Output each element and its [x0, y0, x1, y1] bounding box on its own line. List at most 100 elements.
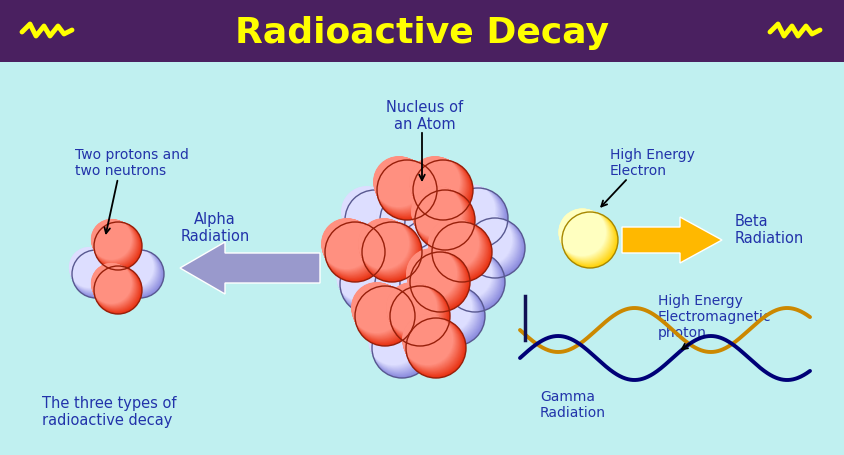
Ellipse shape [372, 252, 427, 307]
Ellipse shape [374, 253, 431, 311]
Ellipse shape [368, 314, 419, 366]
Ellipse shape [353, 284, 409, 341]
Ellipse shape [403, 316, 460, 372]
Ellipse shape [375, 254, 434, 313]
Ellipse shape [442, 250, 496, 304]
Ellipse shape [461, 215, 513, 267]
Ellipse shape [341, 187, 393, 239]
Ellipse shape [336, 251, 388, 303]
Ellipse shape [464, 217, 522, 276]
Ellipse shape [444, 185, 497, 238]
Ellipse shape [425, 286, 484, 345]
Ellipse shape [72, 249, 118, 297]
Ellipse shape [70, 248, 114, 292]
Ellipse shape [354, 285, 412, 344]
Ellipse shape [412, 159, 470, 218]
Ellipse shape [389, 285, 446, 344]
Ellipse shape [413, 188, 468, 243]
Ellipse shape [442, 250, 498, 306]
Ellipse shape [93, 221, 138, 265]
Ellipse shape [424, 285, 481, 343]
Ellipse shape [354, 286, 414, 345]
Ellipse shape [413, 188, 469, 245]
Ellipse shape [446, 187, 502, 243]
Ellipse shape [403, 315, 455, 367]
Ellipse shape [344, 190, 404, 249]
Ellipse shape [354, 285, 411, 342]
Text: Two protons and
two neutrons: Two protons and two neutrons [75, 148, 189, 178]
Ellipse shape [559, 210, 609, 260]
Ellipse shape [72, 250, 120, 298]
Ellipse shape [322, 220, 378, 276]
Ellipse shape [404, 317, 461, 374]
Ellipse shape [403, 316, 457, 370]
Ellipse shape [421, 282, 472, 334]
Ellipse shape [398, 220, 457, 279]
Ellipse shape [407, 249, 461, 303]
Ellipse shape [394, 217, 446, 268]
Ellipse shape [361, 222, 421, 281]
Ellipse shape [389, 286, 448, 345]
Ellipse shape [337, 251, 390, 304]
Ellipse shape [325, 222, 385, 282]
Ellipse shape [92, 220, 134, 263]
Ellipse shape [360, 220, 416, 277]
Ellipse shape [431, 222, 491, 282]
Ellipse shape [446, 186, 500, 241]
Ellipse shape [560, 211, 613, 263]
Ellipse shape [561, 212, 616, 267]
Ellipse shape [372, 252, 427, 306]
Ellipse shape [116, 250, 163, 297]
Ellipse shape [428, 218, 479, 269]
Ellipse shape [414, 190, 473, 249]
Ellipse shape [374, 158, 429, 212]
Ellipse shape [114, 248, 158, 292]
Ellipse shape [323, 220, 379, 276]
Ellipse shape [411, 159, 468, 216]
Ellipse shape [115, 249, 160, 295]
Ellipse shape [360, 221, 418, 278]
Ellipse shape [342, 187, 396, 241]
Ellipse shape [559, 209, 609, 259]
Ellipse shape [323, 221, 381, 279]
Ellipse shape [405, 318, 465, 377]
Ellipse shape [71, 249, 116, 295]
Ellipse shape [405, 318, 464, 377]
Ellipse shape [387, 283, 441, 338]
Ellipse shape [424, 285, 480, 342]
Ellipse shape [395, 217, 448, 271]
Ellipse shape [444, 185, 496, 237]
Ellipse shape [322, 220, 377, 275]
Ellipse shape [91, 219, 133, 261]
Ellipse shape [396, 219, 453, 275]
Ellipse shape [114, 248, 158, 292]
Ellipse shape [425, 286, 484, 346]
Ellipse shape [441, 248, 493, 300]
Ellipse shape [91, 220, 134, 262]
Ellipse shape [375, 158, 431, 215]
Ellipse shape [407, 249, 459, 302]
Bar [0, 0, 844, 62]
Ellipse shape [352, 283, 405, 336]
Ellipse shape [414, 189, 471, 246]
Ellipse shape [370, 316, 425, 372]
Ellipse shape [321, 218, 372, 270]
Ellipse shape [411, 187, 464, 240]
Ellipse shape [464, 218, 524, 278]
Ellipse shape [373, 253, 430, 310]
Ellipse shape [377, 188, 432, 243]
Ellipse shape [323, 220, 380, 277]
Ellipse shape [410, 157, 464, 212]
Text: Beta
Radiation: Beta Radiation [734, 214, 803, 246]
Ellipse shape [376, 160, 436, 219]
Ellipse shape [402, 314, 454, 366]
Ellipse shape [404, 316, 460, 373]
Ellipse shape [370, 316, 425, 371]
Ellipse shape [431, 222, 490, 281]
Ellipse shape [386, 282, 436, 333]
Ellipse shape [94, 222, 142, 270]
Ellipse shape [379, 189, 436, 247]
Ellipse shape [387, 284, 442, 339]
Ellipse shape [93, 221, 139, 268]
Ellipse shape [69, 248, 111, 290]
